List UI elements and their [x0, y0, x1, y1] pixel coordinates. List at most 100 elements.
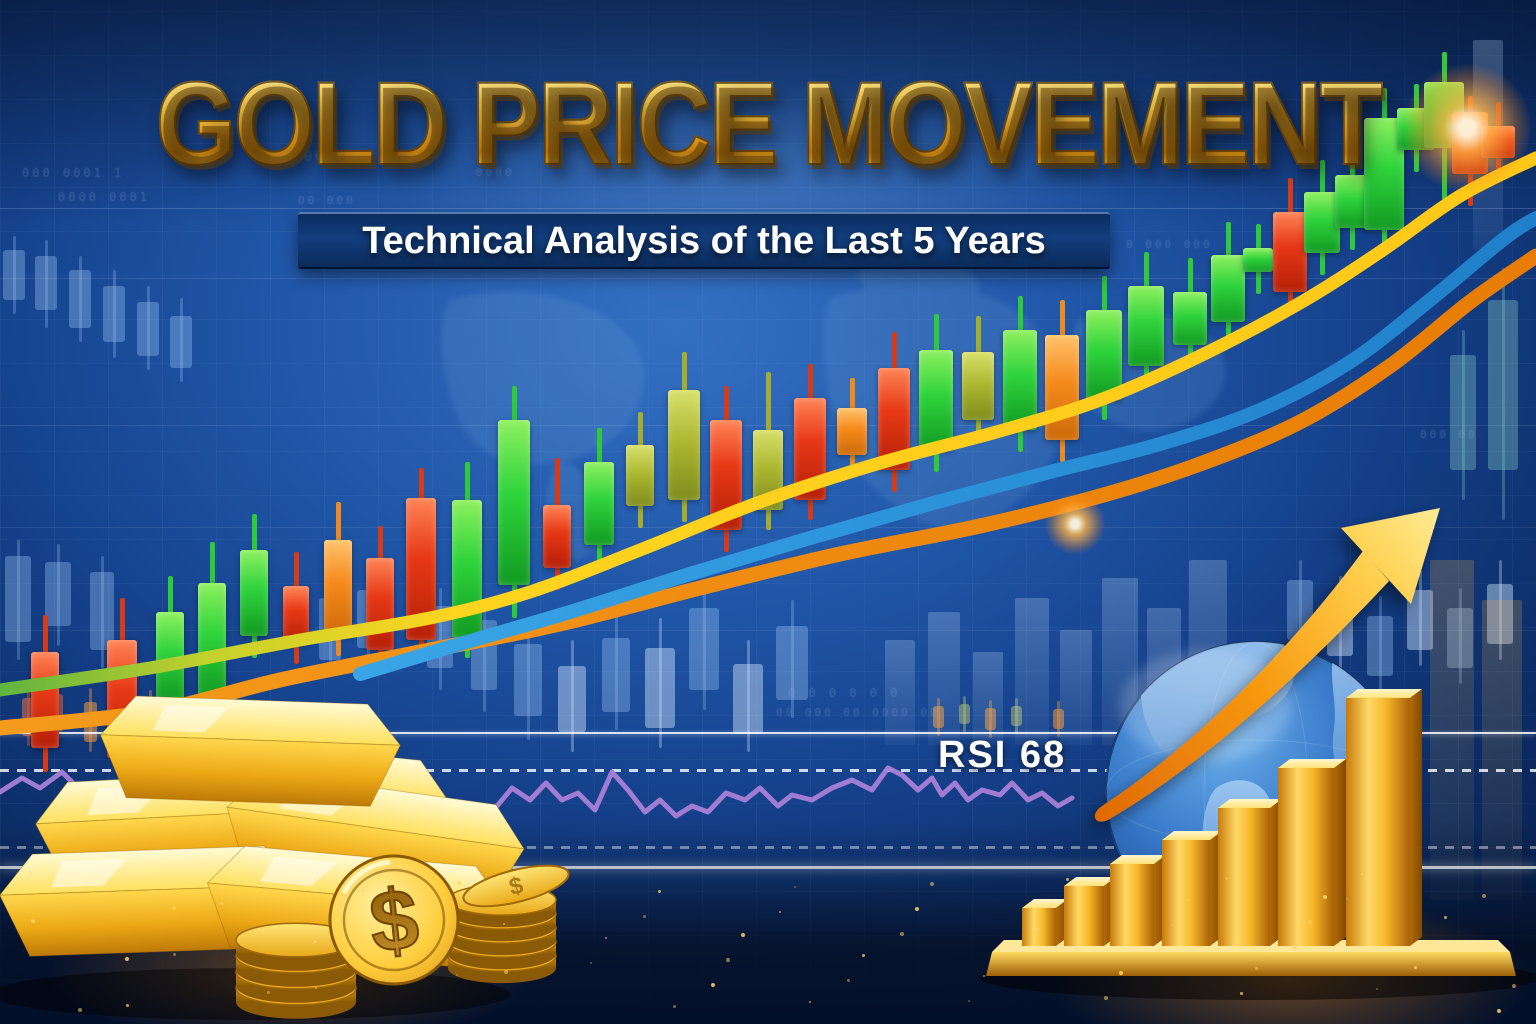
ghost-candle-wick [16, 540, 20, 660]
ghost-candle-wick [1458, 588, 1462, 684]
dust-dot [998, 950, 1000, 952]
ticker-digit-row: 0 0 0 0 0 0 [788, 686, 901, 700]
ghost-candle-wick [482, 600, 486, 712]
background-column [1015, 598, 1049, 745]
rsi-value-label: RSI 68 [938, 734, 1067, 776]
ticker-digit-row: 0000 000 [250, 150, 337, 165]
dust-dot [456, 974, 458, 976]
dust-dot [361, 889, 364, 892]
ghost-candle-wick [526, 622, 530, 740]
dust-dot [1429, 941, 1432, 944]
ghost-candle-body [1450, 355, 1476, 470]
dust-dot [1376, 988, 1378, 990]
dust-dot [409, 885, 411, 887]
dust-dot [267, 991, 270, 994]
ghost-candle-body [45, 562, 71, 626]
ghost-candle-body [35, 256, 57, 310]
rsi-upper-band-line [0, 769, 1536, 772]
rsi-panel-top-line [0, 732, 1536, 734]
dust-dot [779, 911, 781, 913]
dust-dot [1255, 967, 1258, 970]
ticker-digit-row: 0000 0001 [58, 190, 151, 204]
ghost-candle-body [958, 704, 970, 724]
ma-line-gold [0, 151, 1536, 697]
gold-bar-top [1346, 689, 1422, 698]
subtitle-band: Technical Analysis of the Last 5 Years [298, 212, 1110, 269]
dust-dot [915, 907, 919, 911]
ghost-candle-wick [56, 544, 60, 646]
ghost-candle-body [1447, 608, 1473, 668]
candle-body [1273, 212, 1307, 292]
dust-dot [172, 906, 176, 910]
ma-line-blue [353, 211, 1536, 681]
dust-dot [173, 953, 176, 956]
ghost-candle-body [3, 250, 25, 300]
ghost-candle-body [1052, 709, 1064, 729]
ghost-candle-wick [746, 640, 750, 752]
ticker-digit-row: 0 000 000 [1126, 238, 1213, 251]
candle-body [1086, 310, 1122, 400]
ticker-digit-row: 0000 [476, 166, 515, 179]
dust-dot [847, 979, 850, 982]
candle-body [1128, 286, 1164, 366]
lens-flare [1403, 64, 1531, 192]
dust-dot [1293, 945, 1297, 949]
dust-dot [1346, 898, 1348, 900]
ghost-candle-body [776, 626, 808, 700]
dust-dot [504, 970, 508, 974]
background-column [885, 640, 915, 745]
ticker-digit-row: 00 000 [298, 194, 356, 207]
ghost-candle-wick [614, 602, 618, 730]
horizontal-guide-line [0, 278, 1536, 279]
dust-dot [30, 872, 32, 874]
candle-body [498, 420, 530, 585]
ghost-candle-wick [1461, 330, 1465, 500]
ghost-candle-wick [78, 256, 82, 342]
dust-dot [809, 1001, 811, 1003]
ma-line-orange [0, 248, 1536, 736]
ticker-digit-row: 000 00 [1420, 428, 1478, 441]
dust-dot [1482, 894, 1486, 898]
candle-body [584, 462, 614, 545]
candle-body [198, 583, 226, 697]
candle-body [626, 445, 654, 506]
ghost-candle-body [558, 666, 586, 732]
dust-dot [1323, 895, 1327, 899]
dust-dot [1414, 966, 1417, 969]
ghost-candle-wick [702, 580, 706, 710]
ghost-candle-body [69, 270, 91, 328]
ghost-candle-body [5, 556, 31, 642]
ghost-candle-body [1487, 584, 1513, 644]
horizontal-guide-line [0, 208, 1536, 209]
dust-dot [605, 937, 607, 939]
dust-dot [78, 1008, 82, 1012]
ticker-digit-row: 00 000 00 0000 00 [776, 706, 940, 719]
candle-body [240, 550, 268, 636]
candle-body [1211, 255, 1245, 322]
subtitle: Technical Analysis of the Last 5 Years [362, 220, 1046, 262]
dust-dot [1240, 992, 1243, 995]
dust-dot [126, 1004, 129, 1007]
dust-dot [1157, 949, 1159, 951]
candle-body [919, 350, 953, 450]
dust-dot [362, 936, 364, 938]
dust-dot [1119, 971, 1123, 975]
ghost-candle-body [170, 316, 192, 368]
dust-dot [220, 902, 223, 905]
dust-dot [673, 1005, 676, 1008]
candle-body [1003, 330, 1037, 430]
ghost-candle-wick [100, 556, 104, 668]
candle-body [668, 390, 700, 500]
dust-dot [643, 915, 646, 918]
lens-flare [1045, 494, 1105, 554]
dust-dot [31, 919, 35, 923]
ticker-digit-row: 000 0001 1 [22, 166, 125, 180]
dust-dot [726, 958, 730, 962]
dust-dot [315, 987, 317, 989]
dust-dot [968, 1000, 970, 1002]
candle-body [1335, 175, 1369, 228]
